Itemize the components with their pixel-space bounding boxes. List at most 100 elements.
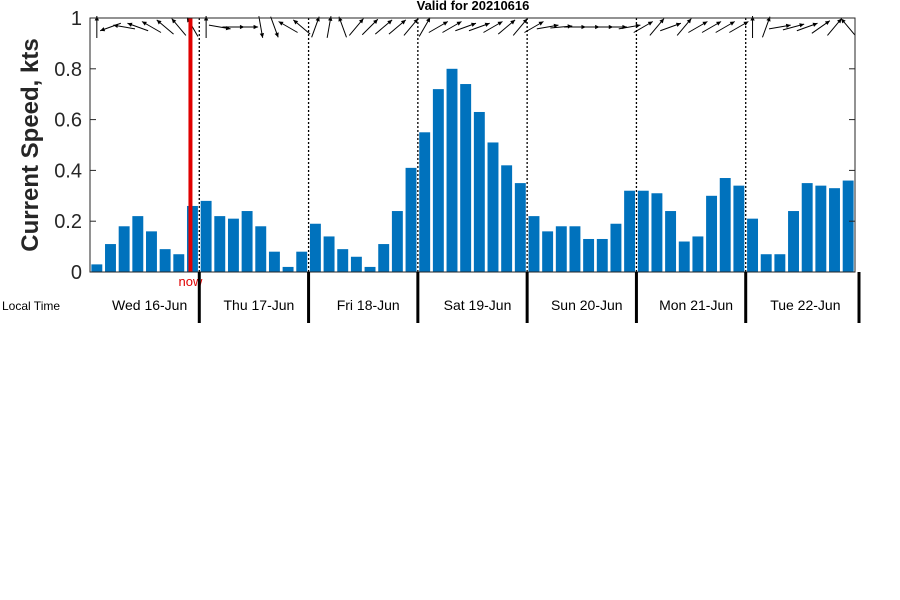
bar: [323, 236, 335, 272]
now-marker: now: [179, 18, 203, 289]
direction-arrow: [326, 16, 333, 38]
bar: [555, 226, 567, 272]
direction-arrow: [550, 24, 573, 29]
direction-arrow: [524, 21, 544, 33]
bar: [105, 244, 116, 272]
direction-arrow: [688, 21, 708, 33]
bar: [706, 195, 718, 272]
bar: [460, 84, 472, 272]
bar: [391, 211, 403, 272]
direction-arrow: [418, 17, 431, 37]
direction-arrow: [512, 18, 528, 36]
bar: [760, 254, 772, 272]
bar: [678, 241, 690, 272]
direction-arrow: [127, 22, 149, 32]
bar: [350, 256, 362, 272]
bar: [268, 251, 280, 272]
bar: [815, 185, 827, 272]
bar: [200, 200, 212, 272]
direction-arrow: [258, 16, 265, 38]
direction-arrow: [171, 18, 187, 36]
bar: [378, 244, 390, 272]
bar: [118, 226, 130, 272]
direction-arrow: [676, 18, 692, 36]
direction-arrow: [361, 18, 379, 36]
direction-arrow: [827, 18, 842, 36]
direction-arrow: [141, 21, 162, 33]
bar: [446, 68, 458, 272]
bar: [842, 180, 854, 272]
day-label: Thu 17-Jun: [224, 297, 295, 313]
direction-arrow: [701, 21, 722, 33]
direction-arrow: [278, 21, 298, 33]
bar: [569, 226, 581, 272]
day-label: Sat 19-Jun: [444, 297, 512, 313]
bar: [501, 165, 513, 272]
bar: [719, 178, 731, 272]
bar: [747, 218, 759, 272]
bar: [542, 231, 554, 272]
y-tick-label: 1: [71, 8, 82, 30]
direction-arrow: [497, 19, 516, 35]
y-tick-label: 0.4: [54, 160, 82, 182]
direction-arrow: [840, 18, 856, 36]
bar: [255, 226, 267, 272]
bar: [596, 238, 608, 272]
y-tick-label: 0.8: [54, 59, 82, 81]
direction-arrow: [292, 19, 311, 35]
bar: [624, 190, 636, 272]
bar: [282, 266, 294, 272]
bar: [651, 193, 663, 272]
direction-arrow: [660, 22, 682, 32]
direction-arrow: [782, 23, 805, 31]
direction-arrow: [483, 21, 503, 33]
bar: [801, 183, 813, 272]
bar: [637, 190, 649, 272]
bar: [610, 223, 622, 272]
bar: [405, 167, 417, 272]
now-label: now: [179, 274, 203, 289]
day-label: Sun 20-Jun: [551, 297, 623, 313]
bar: [241, 211, 253, 272]
y-tick-label: 0.6: [54, 110, 82, 132]
direction-arrow: [403, 18, 419, 36]
bar: [214, 216, 226, 272]
bar: [91, 264, 103, 272]
day-label: Wed 16-Jun: [112, 297, 187, 313]
plot-frame: [89, 17, 856, 273]
direction-arrow: [388, 19, 407, 35]
direction-arrow: [729, 21, 749, 33]
bar: [665, 211, 677, 272]
direction-arrow: [633, 21, 654, 33]
bar: [296, 251, 308, 272]
direction-arrow: [768, 23, 791, 30]
bar: [774, 254, 786, 272]
direction-arrow: [270, 16, 279, 38]
day-label: Mon 21-Jun: [659, 297, 733, 313]
axes: [89, 17, 856, 273]
chart-title: Valid for 20210616: [417, 0, 530, 13]
bar: [419, 132, 431, 272]
direction-arrow: [348, 18, 364, 36]
bar: [159, 249, 171, 272]
direction-arrow: [428, 21, 449, 33]
bar: [146, 231, 157, 272]
day-label: Tue 22-Jun: [770, 297, 840, 313]
direction-arrow: [618, 23, 641, 30]
bar: [583, 238, 595, 272]
direction-arrow: [236, 24, 259, 30]
direction-arrow: [156, 19, 174, 35]
bar: [173, 254, 185, 272]
day-label: Fri 18-Jun: [337, 297, 400, 313]
y-axis-label: Current Speed, kts: [17, 38, 44, 251]
bar: [309, 223, 321, 272]
direction-arrow: [715, 21, 735, 33]
y-tick-label: 0: [71, 262, 82, 284]
bar: [364, 266, 376, 272]
bar: [733, 185, 745, 272]
day-labels: Wed 16-Jun Thu 17-Jun Fri 18-Jun Sat 19-Jun…: [112, 272, 861, 323]
bar: [473, 111, 485, 272]
y-tick-labels: 0 0.2 0.4 0.6 0.8 1: [54, 8, 82, 284]
bar: [829, 188, 840, 272]
